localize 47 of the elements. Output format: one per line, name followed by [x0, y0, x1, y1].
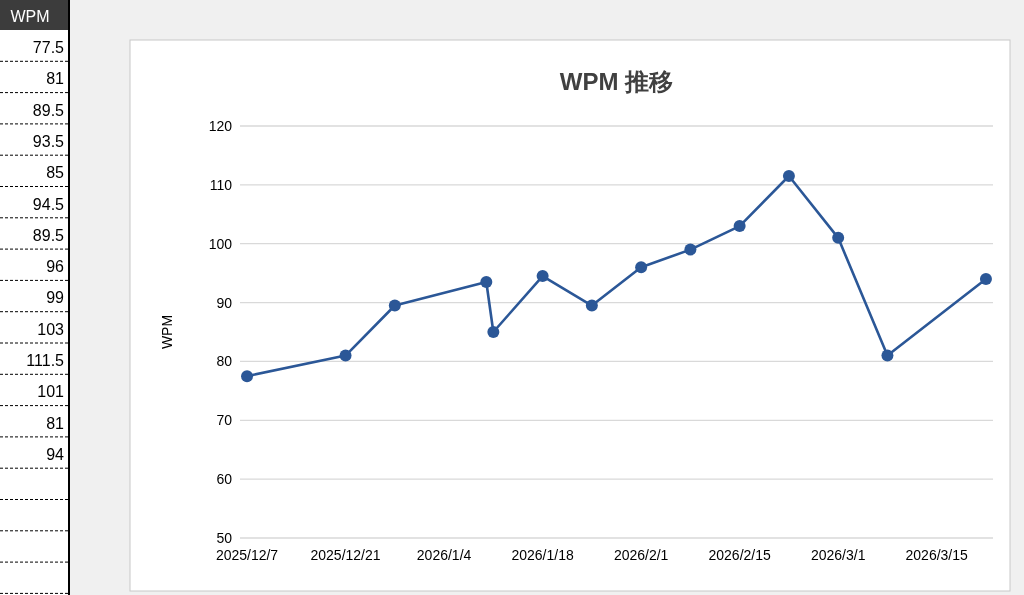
y-tick-label: 50 [216, 530, 233, 546]
text: 89.5 [32, 101, 65, 119]
x-tick-label: 2026/3/1 [810, 547, 866, 563]
y-tick-label: 100 [208, 235, 233, 252]
text: 89.5 [32, 226, 65, 244]
text: 101 [37, 383, 65, 401]
point [832, 231, 845, 244]
text: 81 [46, 70, 65, 88]
point [480, 275, 493, 288]
point [487, 326, 500, 338]
point [782, 170, 795, 183]
text: 85 [46, 164, 65, 182]
point [585, 299, 598, 312]
x-tick-label: 2026/2/15 [708, 547, 771, 563]
text: 77.5 [32, 39, 65, 56]
x-tick-label: 2025/12/7 [215, 547, 279, 563]
y-tick-label: 90 [216, 294, 233, 311]
point [536, 270, 549, 283]
text: 81 [46, 414, 65, 432]
x-tick-label: 2026/3/15 [905, 547, 969, 563]
point [684, 243, 697, 256]
text: 94.5 [32, 195, 65, 213]
y-tick-label: 120 [208, 118, 233, 134]
text: 94 [46, 445, 65, 463]
point [979, 273, 992, 286]
text: 111.5 [26, 352, 65, 369]
y-tick-label: 70 [216, 412, 233, 429]
y-tick-label: 110 [209, 176, 233, 193]
y-axis-title: WPM [159, 314, 175, 350]
point [635, 261, 648, 274]
point [339, 349, 352, 362]
point [733, 220, 746, 233]
point [388, 299, 401, 312]
point [241, 370, 254, 383]
text: 99 [46, 289, 65, 307]
x-tick-label: 2026/1/18 [511, 547, 574, 563]
y-tick-label: 60 [216, 471, 233, 488]
text: 96 [46, 258, 65, 276]
text: 103 [37, 320, 65, 338]
y-tick-label: 80 [216, 353, 233, 370]
point [881, 349, 894, 362]
chart-title: WPM 推移 [559, 68, 674, 95]
text: WPM [10, 8, 50, 25]
x-tick-label: 2026/2/1 [613, 547, 669, 563]
x-tick-label: 2026/1/4 [416, 547, 472, 563]
x-tick-label: 2025/12/21 [310, 547, 381, 563]
text: 93.5 [32, 132, 65, 150]
